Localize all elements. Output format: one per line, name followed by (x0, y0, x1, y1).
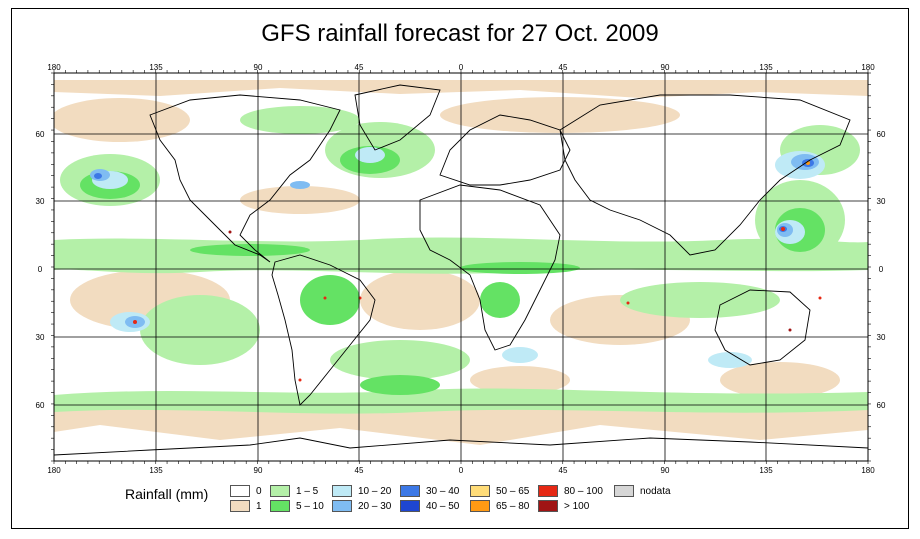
lon-tick-label: 180 (47, 63, 61, 72)
legend-swatch (332, 500, 352, 512)
legend-label: nodata (640, 486, 671, 497)
north-america-outline (149, 94, 341, 263)
lon-tick-label: 135 (759, 466, 773, 475)
legend-swatch (538, 485, 558, 497)
map-area (54, 73, 868, 461)
lon-tick-label: 45 (559, 63, 568, 72)
legend-swatch (230, 485, 250, 497)
lat-tick-label: 30 (877, 333, 886, 342)
antarctica-outline (54, 437, 868, 456)
lon-tick-label: 135 (149, 466, 163, 475)
lat-tick-label: 60 (36, 130, 45, 139)
tick-marks (51, 70, 871, 464)
lat-tick-label: 30 (36, 197, 45, 206)
lon-tick-label: 0 (459, 63, 464, 72)
lon-tick-label: 90 (661, 63, 670, 72)
rain-band-heavy (133, 161, 822, 382)
legend-title: Rainfall (mm) (125, 486, 209, 502)
lat-tick-label: 0 (38, 265, 43, 274)
lon-tick-label: 90 (661, 466, 670, 475)
legend-swatch (400, 485, 420, 497)
legend-label: 0 (256, 486, 262, 497)
longitude-labels-bottom: 180 135 90 45 0 45 90 135 180 (47, 466, 875, 475)
coastlines (54, 84, 868, 456)
greenland-outline (354, 84, 441, 151)
legend-label: 30 – 40 (426, 486, 460, 497)
lon-tick-label: 0 (459, 466, 464, 475)
legend-swatch (470, 500, 490, 512)
legend-label: > 100 (564, 501, 590, 512)
lat-tick-label: 60 (36, 401, 45, 410)
lat-tick-label: 30 (877, 197, 886, 206)
legend-swatch (270, 485, 290, 497)
legend-swatch (400, 500, 420, 512)
africa-outline (419, 184, 561, 351)
lon-tick-label: 90 (254, 466, 263, 475)
lon-tick-label: 180 (861, 63, 875, 72)
map-title: GFS rainfall forecast for 27 Oct. 2009 (261, 20, 659, 47)
legend-swatch (614, 485, 634, 497)
legend-label: 50 – 65 (496, 486, 530, 497)
lon-tick-label: 45 (355, 63, 364, 72)
lat-tick-label: 0 (879, 265, 884, 274)
lon-tick-label: 135 (149, 63, 163, 72)
legend-swatch (538, 500, 558, 512)
legend-label: 20 – 30 (358, 501, 392, 512)
lon-tick-label: 45 (559, 466, 568, 475)
longitude-labels-top: 180 135 90 45 0 45 90 135 180 (47, 63, 875, 72)
latitude-labels-right: 60 30 0 30 60 (877, 130, 886, 410)
legend-swatch (332, 485, 352, 497)
south-america-outline (271, 254, 376, 406)
lon-tick-label: 135 (759, 63, 773, 72)
lon-tick-label: 180 (47, 466, 61, 475)
legend-swatch (270, 500, 290, 512)
legend-swatch (230, 500, 250, 512)
asia-outline (559, 94, 851, 256)
lat-tick-label: 30 (36, 333, 45, 342)
europe-outline (439, 114, 571, 186)
legend-swatch (470, 485, 490, 497)
legend-label: 40 – 50 (426, 501, 460, 512)
legend-label: 1 – 5 (296, 486, 319, 497)
legend-label: 1 (256, 501, 262, 512)
graticule (54, 73, 868, 461)
legend-label: 10 – 20 (358, 486, 392, 497)
lon-tick-label: 180 (861, 466, 875, 475)
lon-tick-label: 90 (254, 63, 263, 72)
legend-label: 80 – 100 (564, 486, 603, 497)
latitude-labels-left: 60 30 0 30 60 (36, 130, 45, 410)
australia-outline (714, 289, 811, 366)
legend-label: 5 – 10 (296, 501, 324, 512)
lat-tick-label: 60 (877, 130, 886, 139)
lat-tick-label: 60 (877, 401, 886, 410)
legend-label: 65 – 80 (496, 501, 530, 512)
lon-tick-label: 45 (355, 466, 364, 475)
